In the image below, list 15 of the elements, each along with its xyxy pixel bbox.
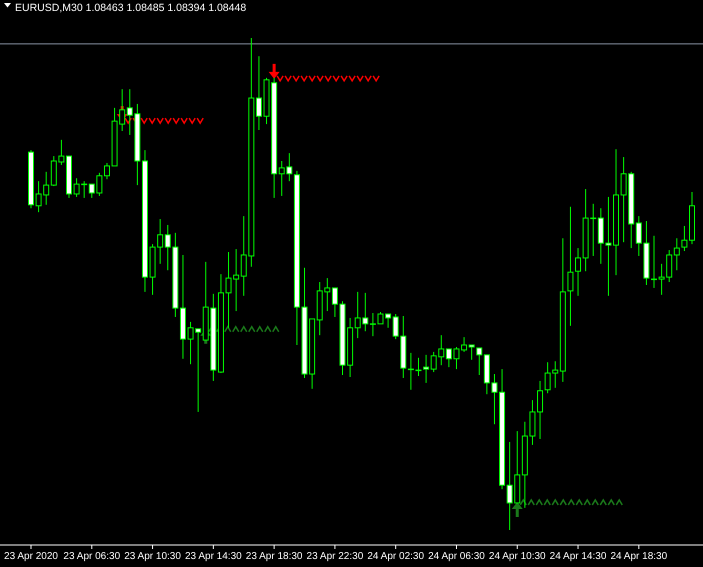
x-tick-label: 24 Apr 14:30: [550, 551, 607, 562]
x-tick-label: 23 Apr 18:30: [246, 551, 303, 562]
chart-title: EURUSD,M30 1.08463 1.08485 1.08394 1.08448: [15, 2, 246, 14]
x-tick-label: 23 Apr 06:30: [63, 551, 121, 562]
x-tick-label: 23 Apr 14:30: [184, 551, 242, 562]
candlestick: [286, 152, 292, 182]
x-tick-label: 24 Apr 18:30: [610, 551, 668, 562]
x-tick-label: 23 Apr 10:30: [124, 551, 182, 562]
x-tick-label: 24 Apr 06:30: [428, 551, 486, 562]
x-tick-label: 24 Apr 02:30: [367, 551, 424, 562]
x-tick-label: 24 Apr 10:30: [488, 551, 546, 562]
x-tick-label: 23 Apr 2020: [4, 551, 58, 562]
x-tick-label: 23 Apr 22:30: [306, 551, 364, 562]
candlestick: [567, 206, 574, 326]
candlestick: [674, 238, 680, 271]
